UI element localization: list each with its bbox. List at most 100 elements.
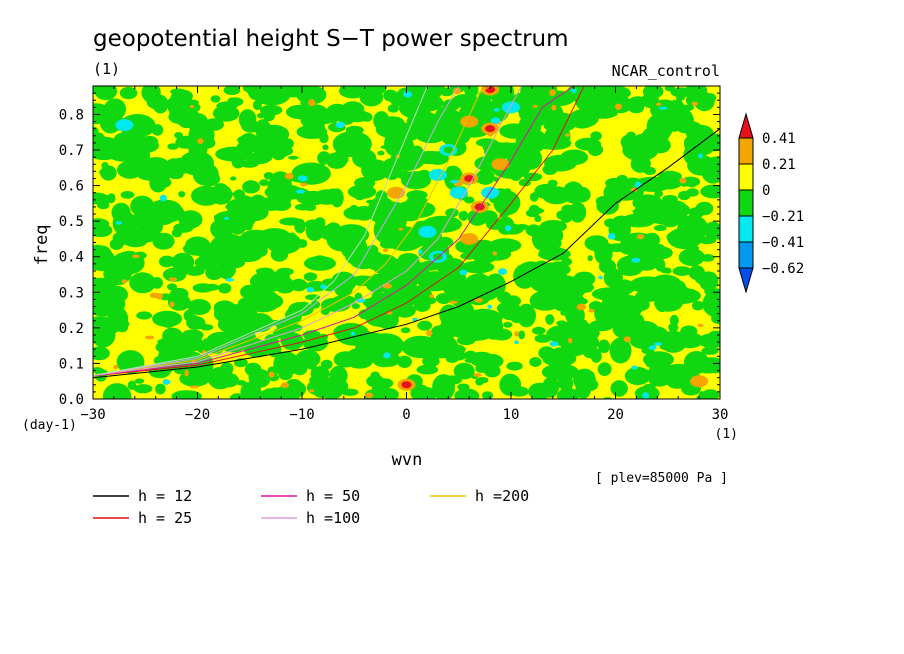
hotspot — [694, 377, 705, 385]
field-blob — [400, 327, 411, 334]
hotspot — [401, 381, 412, 389]
colorbar-label: 0.41 — [762, 131, 796, 147]
field-blob — [475, 378, 484, 386]
field-blob — [592, 92, 612, 110]
field-blob — [166, 283, 178, 291]
field-blob — [105, 101, 120, 109]
field-blob — [499, 303, 523, 321]
field-speck — [598, 275, 603, 280]
field-blob — [93, 132, 106, 147]
field-blob — [441, 308, 485, 336]
field-speck — [648, 345, 657, 350]
field-blob — [302, 104, 330, 126]
field-blob — [377, 378, 394, 389]
field-blob — [311, 195, 322, 202]
field-blob — [199, 186, 213, 192]
field-speck — [398, 227, 404, 231]
hotspot — [443, 146, 454, 154]
field-speck — [631, 257, 641, 263]
field-speck — [297, 175, 308, 182]
field-blob — [423, 390, 439, 399]
field-blob — [700, 254, 715, 262]
field-blob — [440, 87, 454, 97]
field-blob — [645, 359, 661, 369]
field-blob — [260, 242, 268, 249]
field-blob — [93, 218, 110, 230]
y-tick-label: 0.3 — [59, 285, 84, 301]
field-blob — [534, 334, 552, 343]
field-blob — [417, 320, 433, 331]
field-blob — [607, 195, 615, 205]
field-blob — [270, 127, 286, 143]
field-blob — [555, 112, 573, 123]
field-blob — [481, 391, 494, 399]
field-blob — [158, 255, 175, 268]
field-blob — [503, 321, 513, 328]
field-blob — [381, 158, 402, 180]
field-blob — [93, 346, 110, 361]
field-blob — [320, 306, 330, 316]
field-blob — [690, 358, 700, 366]
field-blob — [209, 184, 233, 205]
field-speck — [169, 277, 177, 282]
field-blob — [227, 97, 235, 104]
field-blob — [129, 272, 156, 294]
colorbar: 0.41 0.21 0 −0.21 −0.41 −0.62 — [738, 112, 804, 294]
field-blob — [391, 269, 420, 290]
field-blob — [610, 294, 645, 318]
field-speck — [615, 103, 622, 110]
field-blob — [626, 326, 643, 338]
field-blob — [103, 258, 133, 286]
field-blob — [340, 236, 368, 260]
field-speck — [565, 133, 570, 137]
field-blob — [331, 152, 345, 163]
curve-2 — [93, 86, 574, 377]
field-blob — [223, 321, 233, 334]
field-blob — [460, 260, 495, 274]
spectrum-field — [93, 86, 720, 399]
field-speck — [387, 311, 393, 315]
field-blob — [165, 96, 196, 112]
field-blob — [255, 267, 274, 275]
field-blob — [192, 283, 214, 293]
field-blob — [184, 266, 205, 276]
plev-annotation: [ plev=85000 Pa ] — [595, 471, 728, 486]
field-blob — [279, 217, 303, 226]
x-tick-label: −10 — [289, 407, 314, 423]
x-tick-label: 30 — [712, 407, 729, 423]
field-blob — [441, 375, 462, 385]
field-speck — [300, 182, 308, 187]
field-blob — [107, 146, 142, 162]
field-blob — [151, 124, 164, 136]
field-blob — [181, 329, 204, 341]
field-blob — [598, 339, 610, 354]
field-speck — [189, 385, 199, 389]
legend: h = 12 h = 25 h = 50 h =100 h =200 — [93, 487, 529, 527]
field-blob — [346, 347, 375, 364]
field-blob — [582, 347, 601, 359]
field-speck — [132, 254, 140, 259]
colorbar-label: 0.21 — [762, 157, 796, 173]
field-blob — [396, 291, 404, 299]
field-blob — [490, 95, 510, 122]
field-blob — [152, 310, 183, 327]
field-blob — [253, 86, 291, 106]
field-blob — [538, 346, 555, 360]
field-blob — [173, 222, 194, 233]
colorbar-top-arrow — [738, 112, 754, 139]
colorbar-bottom-arrow — [738, 267, 754, 294]
field-speck — [449, 300, 458, 304]
field-blob — [168, 109, 192, 125]
field-blob — [186, 156, 193, 163]
colorbar-label: −0.62 — [762, 261, 804, 277]
y-tick-label: 0.4 — [59, 250, 84, 266]
field-blob — [653, 224, 667, 232]
field-blob — [681, 176, 701, 187]
field-blob — [531, 326, 546, 335]
field-speck — [630, 187, 638, 192]
field-blob — [711, 313, 720, 325]
field-speck — [487, 304, 492, 309]
field-blob — [656, 175, 683, 190]
field-blob — [288, 232, 297, 244]
colorbar-box — [738, 189, 754, 217]
